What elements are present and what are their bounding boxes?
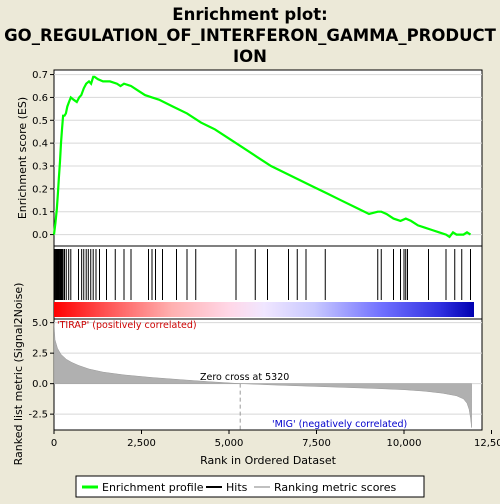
- x-tick-label: 7,500: [302, 438, 331, 449]
- x-tick-label: 12,500: [474, 438, 500, 449]
- hits-markers: [54, 249, 471, 300]
- legend-ranking-label: Ranking metric scores: [274, 481, 396, 494]
- legend-enrichment-label: Enrichment profile: [102, 481, 204, 494]
- es-y-tick-label: 0.4: [32, 139, 48, 150]
- x-axis-label: Rank in Ordered Dataset: [200, 454, 337, 467]
- es-y-tick-label: 0.1: [32, 207, 48, 218]
- enrichment-profile-line: [52, 75, 472, 239]
- es-plot-area: [53, 69, 483, 247]
- es-y-tick-label: 0.7: [32, 70, 48, 81]
- x-tick-label: 5,000: [215, 438, 244, 449]
- chart-title-line-3: ION: [233, 47, 267, 66]
- x-tick-label: 0: [51, 438, 57, 449]
- x-axis-ticks: 0 2,500 5,000 7,500 10,000 12,500: [51, 430, 500, 449]
- es-y-tick-label: 0.2: [32, 184, 48, 195]
- zero-cross-label: Zero cross at 5320: [200, 372, 289, 383]
- rank-y-axis-label: Ranked list metric (Signal2Noise): [12, 283, 25, 466]
- es-y-axis-label: Enrichment score (ES): [16, 97, 29, 219]
- es-y-ticks: 0.0 0.1 0.2 0.3 0.4 0.5 0.6 0.7: [32, 70, 54, 241]
- es-y-tick-label: 0.5: [32, 116, 48, 127]
- rank-y-tick-label: -2.5: [28, 410, 48, 421]
- es-y-tick-label: 0.6: [32, 93, 48, 104]
- rank-y-tick-label: 0.0: [32, 379, 48, 390]
- negative-correlation-label: 'MIG' (negatively correlated): [272, 419, 407, 430]
- es-y-tick-label: 0.3: [32, 162, 48, 173]
- x-tick-label: 10,000: [387, 438, 422, 449]
- es-gridlines: [54, 74, 482, 236]
- rank-y-tick-label: 5.0: [32, 318, 48, 329]
- legend-box: [75, 475, 425, 498]
- chart-title-line-1: Enrichment plot:: [172, 5, 327, 24]
- es-y-tick-label: 0.0: [32, 230, 48, 241]
- positive-correlation-label: 'TIRAP' (positively correlated): [57, 320, 197, 331]
- rank-color-bar: [54, 302, 474, 317]
- legend-hits-label: Hits: [226, 481, 248, 494]
- x-tick-label: 2,500: [127, 438, 156, 449]
- chart-title-line-2: GO_REGULATION_OF_INTERFERON_GAMMA_PRODUC…: [4, 26, 496, 45]
- rank-y-ticks: 5.0 2.5 0.0 -2.5: [28, 318, 54, 421]
- ranking-metric-area: [53, 322, 472, 428]
- rank-plot-area: [53, 318, 483, 431]
- rank-y-tick-label: 2.5: [32, 349, 48, 360]
